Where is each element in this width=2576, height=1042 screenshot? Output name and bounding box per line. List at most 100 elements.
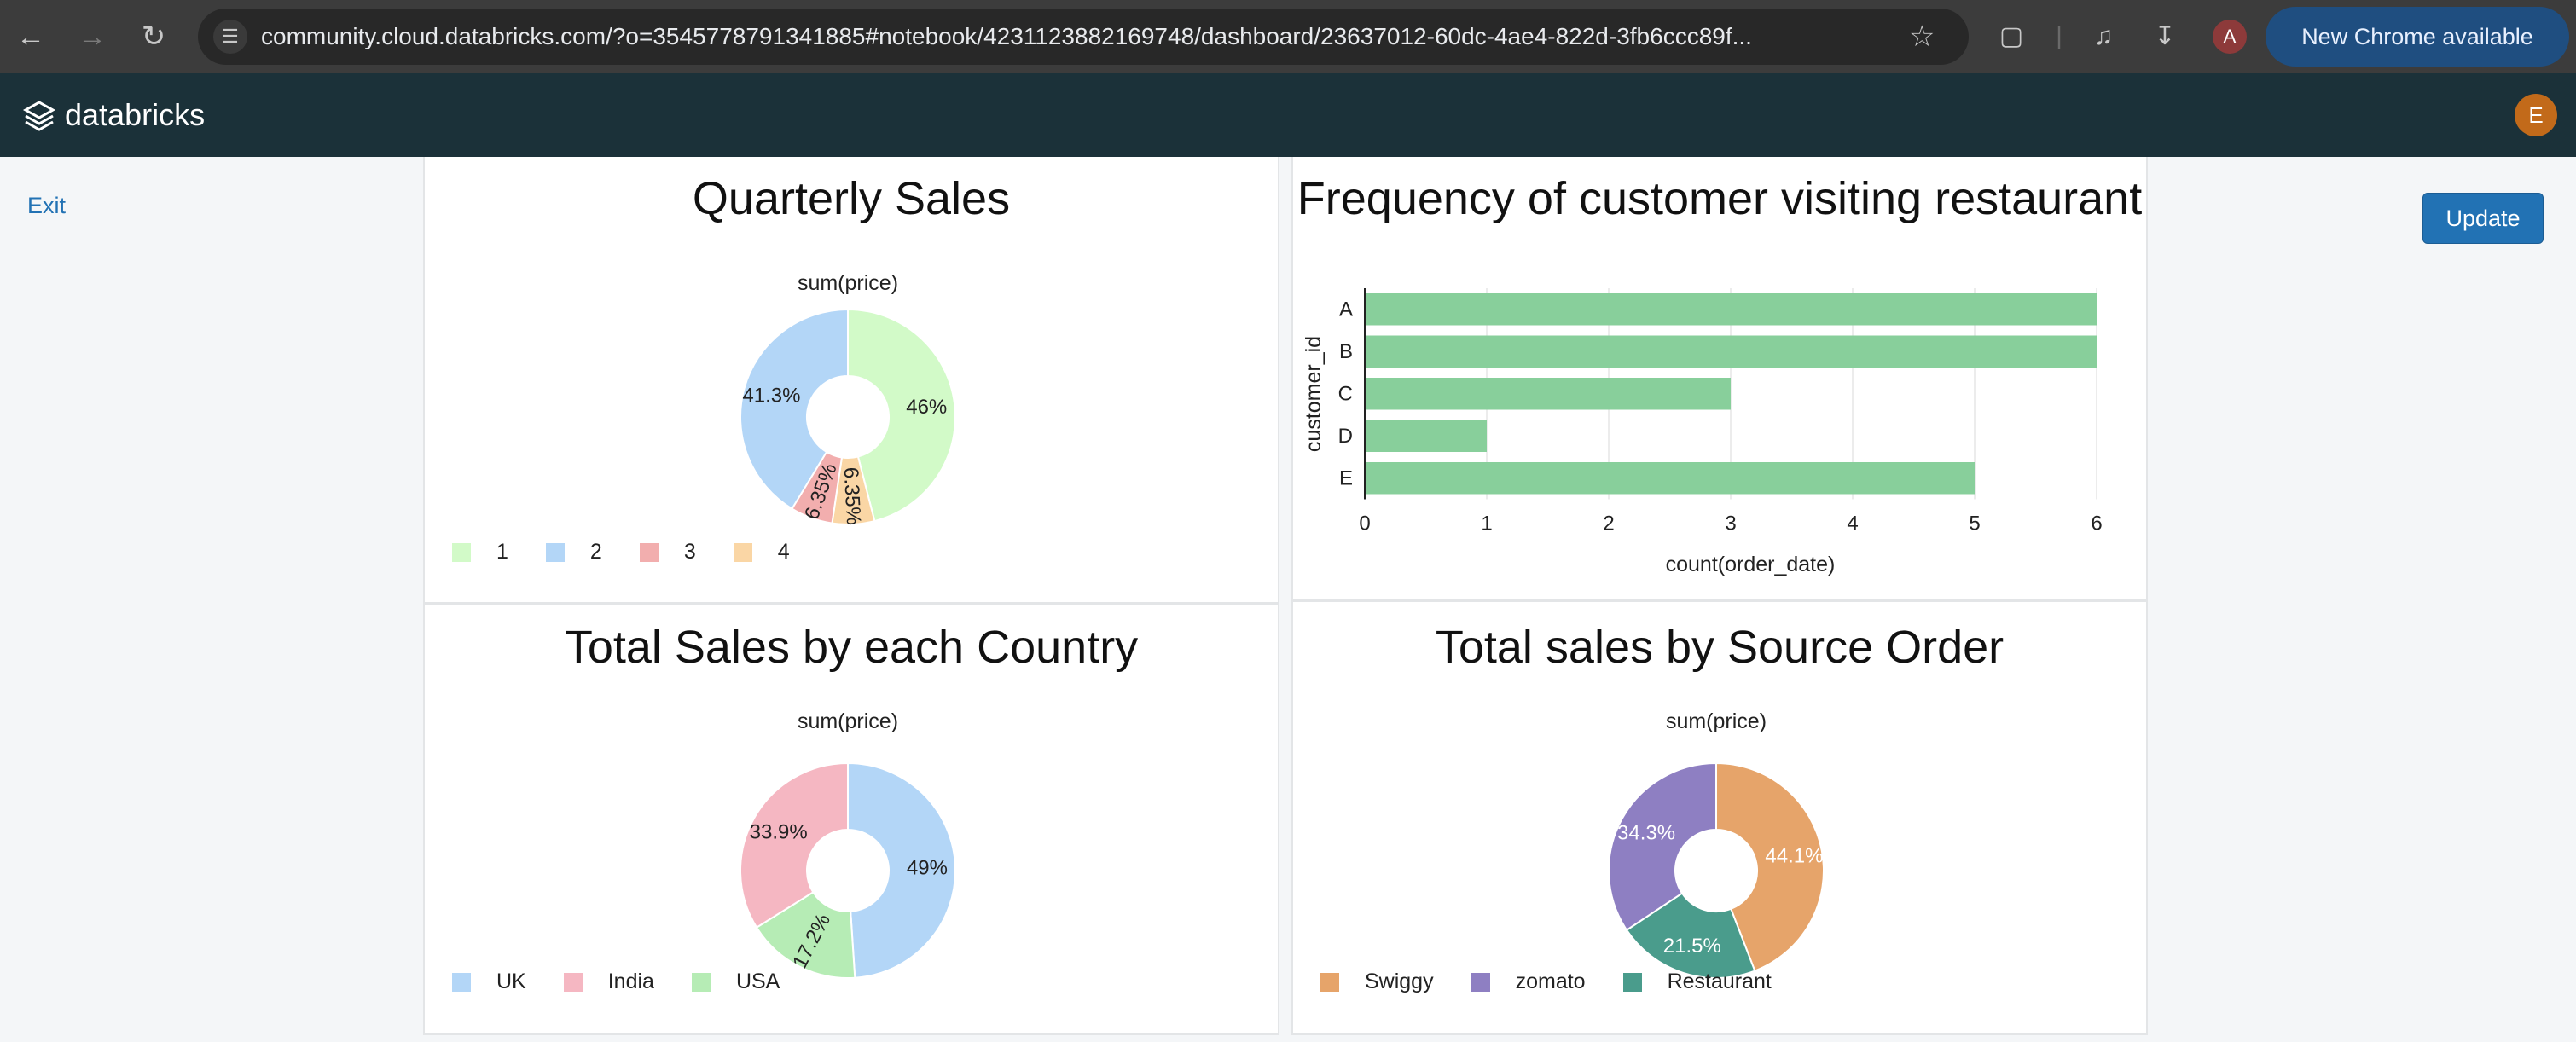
extensions-icon[interactable]: ▢ <box>1999 22 2024 50</box>
browser-toolbar: ← → ↻ ☰ community.cloud.databricks.com/?… <box>0 0 2576 73</box>
legend-swatch <box>452 542 471 562</box>
legend-label: 3 <box>683 540 696 564</box>
source-legend-item[interactable]: Restaurant <box>1622 969 1772 994</box>
media-controls-icon[interactable]: ♫ <box>2093 22 2114 50</box>
frequency-y-axis-label: customer_id <box>1302 336 1326 452</box>
quarterly-slice-label: 41.3% <box>742 384 800 407</box>
x-tick-label: 1 <box>1481 512 1492 535</box>
x-tick-label: 4 <box>1847 512 1858 535</box>
quarterly-legend: 1 2 3 4 <box>452 539 827 564</box>
bar-e[interactable] <box>1365 462 1975 495</box>
bar-a[interactable] <box>1365 293 2097 326</box>
brand-name[interactable]: databricks <box>65 97 206 132</box>
y-tick-label: D <box>1338 425 1353 448</box>
legend-label: 1 <box>496 540 508 564</box>
country-legend-item[interactable]: USA <box>691 969 780 994</box>
x-tick-label: 3 <box>1725 512 1736 535</box>
bar-b[interactable] <box>1365 335 2097 368</box>
legend-label: Swiggy <box>1365 970 1434 994</box>
bookmark-star-icon[interactable]: ☆ <box>1909 20 1935 53</box>
source-slice-zomato[interactable] <box>1608 761 1717 932</box>
profile-avatar[interactable]: A <box>2213 20 2247 54</box>
quarterly-slice-1[interactable] <box>847 308 956 523</box>
user-avatar[interactable]: E <box>2515 94 2557 136</box>
legend-swatch <box>733 542 752 562</box>
source-slice-label: 44.1% <box>1765 844 1823 867</box>
source-sales-chart: sum(price) 44.1% 21.5% 34.3% <box>1608 709 1825 979</box>
country-legend-item[interactable]: India <box>563 969 654 994</box>
toolbar-divider: | <box>2056 22 2063 50</box>
source-slice-swiggy[interactable] <box>1715 761 1825 972</box>
legend-swatch <box>639 542 659 562</box>
source-slice-label: 21.5% <box>1663 935 1721 958</box>
source-slice-restaurant[interactable] <box>1625 892 1756 979</box>
legend-label: 2 <box>589 540 602 564</box>
url-text[interactable]: community.cloud.databricks.com/?o=354577… <box>261 23 1752 49</box>
reload-icon[interactable]: ↻ <box>141 20 166 53</box>
source-donut: 44.1% 21.5% 34.3% <box>1608 761 1825 979</box>
country-slice-usa[interactable] <box>755 891 856 979</box>
legend-swatch <box>545 542 565 562</box>
source-legend-item[interactable]: zomato <box>1471 969 1586 994</box>
legend-swatch <box>563 972 583 992</box>
databricks-logo-icon[interactable] <box>22 99 56 133</box>
source-legend: Swiggy zomato Restaurant <box>1320 969 1809 994</box>
x-tick-label: 0 <box>1359 512 1370 535</box>
country-slice-label: 33.9% <box>750 820 808 843</box>
quarterly-donut: 46%6.35%6.35%41.3% <box>740 308 956 526</box>
legend-swatch <box>452 972 471 992</box>
legend-swatch <box>1320 972 1339 992</box>
forward-icon[interactable]: → <box>78 20 107 53</box>
frequency-title: Frequency of customer visiting restauran… <box>1297 173 2143 224</box>
quarterly-legend-item[interactable]: 3 <box>639 539 696 564</box>
quarterly-slice-label: 46% <box>906 396 947 419</box>
bar-d[interactable] <box>1365 420 1487 453</box>
source-measure-label: sum(price) <box>1666 709 1767 733</box>
back-icon[interactable]: ← <box>16 20 45 53</box>
quarterly-sales-chart: sum(price) 46%6.35%6.35%41.3% <box>740 271 956 526</box>
quarterly-sales-title: Quarterly Sales <box>692 173 1011 224</box>
y-tick-label: B <box>1339 340 1353 363</box>
x-tick-label: 6 <box>2091 512 2102 535</box>
update-button[interactable]: Update <box>2422 193 2544 244</box>
site-info-icon[interactable]: ☰ <box>213 20 247 54</box>
y-tick-label: C <box>1338 382 1353 405</box>
address-bar[interactable]: ☰ community.cloud.databricks.com/?o=3545… <box>198 9 1969 65</box>
quarterly-legend-item[interactable]: 2 <box>545 539 602 564</box>
frequency-x-axis-label: count(order_date) <box>1666 553 1836 576</box>
quarterly-measure-label: sum(price) <box>798 271 898 295</box>
legend-swatch <box>691 972 711 992</box>
bar-c[interactable] <box>1365 378 1731 410</box>
legend-label: India <box>607 970 654 994</box>
source-slice-label: 34.3% <box>1617 822 1675 845</box>
new-chrome-available-button[interactable]: New Chrome available <box>2266 7 2569 67</box>
country-slice-label: 49% <box>907 856 948 879</box>
country-sales-chart: sum(price) 49%17.2%33.9% <box>740 709 956 979</box>
exit-link[interactable]: Exit <box>27 193 67 218</box>
country-measure-label: sum(price) <box>798 709 898 733</box>
quarterly-slice-label: 6.35% <box>839 466 865 525</box>
source-legend-item[interactable]: Swiggy <box>1320 969 1434 994</box>
country-slice-india[interactable] <box>740 761 849 929</box>
source-sales-panel: Total sales by Source Order sum(price) 4… <box>1291 600 2148 1035</box>
quarterly-legend-item[interactable]: 4 <box>733 539 790 564</box>
legend-label: Restaurant <box>1667 970 1772 994</box>
frequency-panel: Frequency of customer visiting restauran… <box>1291 157 2148 600</box>
legend-swatch <box>1622 972 1642 992</box>
x-tick-label: 5 <box>1969 512 1980 535</box>
source-sales-title: Total sales by Source Order <box>1435 622 2005 673</box>
legend-swatch <box>1471 972 1490 992</box>
country-sales-title: Total Sales by each Country <box>564 622 1139 673</box>
legend-label: zomato <box>1515 970 1586 994</box>
y-tick-label: E <box>1339 466 1353 489</box>
app-header: databricks E <box>0 73 2576 157</box>
country-sales-panel: Total Sales by each Country sum(price) 4… <box>423 604 1279 1035</box>
quarterly-legend-item[interactable]: 1 <box>452 539 508 564</box>
country-legend-item[interactable]: UK <box>452 969 526 994</box>
country-slice-uk[interactable] <box>847 761 956 979</box>
y-tick-label: A <box>1339 298 1353 321</box>
download-icon[interactable]: ↧ <box>2154 22 2176 50</box>
legend-label: UK <box>496 970 526 994</box>
quarterly-slice-2[interactable] <box>740 308 849 511</box>
